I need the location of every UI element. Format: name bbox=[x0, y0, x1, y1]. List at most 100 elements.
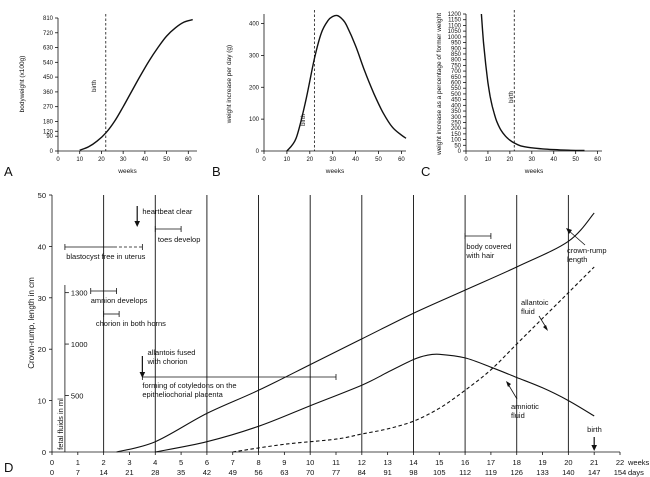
x-tick-label: 30 bbox=[528, 157, 535, 163]
y-tick-label: 10 bbox=[38, 397, 46, 406]
y-tick-label: 450 bbox=[451, 98, 462, 104]
y-axis-label: bodyweight (x100g) bbox=[19, 56, 26, 113]
annotation-chorion: chorion in both horns bbox=[96, 319, 166, 328]
fluid-tick-label: 500 bbox=[71, 391, 84, 400]
annotation-toes: toes develop bbox=[158, 235, 201, 244]
x-tick-label: 50 bbox=[572, 157, 579, 163]
day-label: 119 bbox=[485, 468, 497, 477]
y-tick-label: 0 bbox=[50, 149, 54, 155]
series-line bbox=[79, 18, 193, 151]
week-label: 2 bbox=[102, 458, 106, 467]
y-tick-label: 250 bbox=[451, 120, 462, 126]
series-allantoic-fluid bbox=[232, 266, 595, 453]
x-tick-label: 50 bbox=[375, 157, 382, 163]
y-tick-label: 300 bbox=[451, 115, 462, 121]
y-tick-label: 0 bbox=[256, 149, 260, 155]
week-label: 14 bbox=[409, 458, 417, 467]
heartbeat-arrow-head bbox=[134, 221, 140, 227]
day-label: 140 bbox=[562, 468, 575, 477]
y-axis-label: weight increase as a percentage of forme… bbox=[436, 13, 443, 156]
annotation-birth: birth bbox=[587, 425, 602, 434]
weeks-unit: weeks bbox=[627, 458, 650, 467]
y-tick-label: 180 bbox=[43, 119, 54, 125]
x-tick-label: 0 bbox=[464, 157, 468, 163]
day-label: 28 bbox=[151, 468, 159, 477]
y-tick-label: 90 bbox=[46, 134, 53, 140]
week-label: 9 bbox=[282, 458, 286, 467]
week-label: 3 bbox=[127, 458, 131, 467]
y-tick-label: 20 bbox=[38, 345, 46, 354]
day-label: 49 bbox=[229, 468, 237, 477]
fluid-tick-label: 1000 bbox=[71, 340, 88, 349]
x-tick-label: 30 bbox=[329, 157, 336, 163]
week-label: 0 bbox=[50, 458, 54, 467]
day-label: 0 bbox=[50, 468, 54, 477]
label-amniotic-2: fluid bbox=[511, 411, 525, 420]
day-label: 126 bbox=[510, 468, 523, 477]
x-tick-label: 20 bbox=[507, 157, 514, 163]
week-label: 21 bbox=[590, 458, 598, 467]
panel-letter: D bbox=[4, 460, 13, 475]
x-tick-label: 40 bbox=[550, 157, 557, 163]
week-label: 1 bbox=[76, 458, 80, 467]
x-tick-label: 20 bbox=[98, 157, 105, 163]
x-tick-label: 10 bbox=[76, 157, 83, 163]
pointer-crown-rump-head bbox=[566, 228, 572, 234]
day-label: 70 bbox=[306, 468, 314, 477]
days-unit: days bbox=[628, 468, 644, 477]
week-label: 11 bbox=[332, 458, 340, 467]
y-tick-label: 900 bbox=[451, 46, 462, 52]
day-label: 7 bbox=[76, 468, 80, 477]
label-crown-rump-2: length bbox=[567, 255, 587, 264]
y-tick-label: 850 bbox=[451, 52, 462, 58]
y-tick-label: 950 bbox=[451, 41, 462, 47]
birth-label: birth bbox=[301, 114, 307, 126]
y-tick-label: 50 bbox=[454, 143, 461, 149]
panel-c: 0501001502002503003504004505005506006507… bbox=[421, 10, 602, 179]
panel-letter: B bbox=[212, 164, 221, 179]
y-tick-label: 1150 bbox=[448, 18, 462, 24]
y-tick-label: 120 bbox=[43, 129, 54, 135]
week-label: 17 bbox=[487, 458, 495, 467]
y-tick-label: 400 bbox=[451, 103, 462, 109]
annotation-cotyledons: forming of cotyledons on the bbox=[142, 381, 236, 390]
y-tick-label: 400 bbox=[249, 22, 260, 28]
annotation-amnion: amnion develops bbox=[91, 296, 148, 305]
y-tick-label: 1000 bbox=[448, 35, 462, 41]
x-axis-label: weeks bbox=[325, 168, 345, 175]
y-tick-label: 1200 bbox=[448, 12, 462, 18]
week-label: 15 bbox=[435, 458, 443, 467]
day-label: 91 bbox=[383, 468, 391, 477]
y-tick-label: 270 bbox=[43, 105, 54, 111]
y-tick-label: 0 bbox=[42, 448, 46, 457]
y-tick-label: 450 bbox=[43, 75, 54, 81]
annotation-heartbeat: heartbeat clear bbox=[142, 207, 193, 216]
series-amniotic-fluid bbox=[155, 353, 595, 453]
x-tick-label: 30 bbox=[120, 157, 127, 163]
x-tick-label: 60 bbox=[594, 157, 601, 163]
y-tick-label: 100 bbox=[451, 138, 462, 144]
y-tick-label: 50 bbox=[38, 191, 46, 200]
x-tick-label: 40 bbox=[142, 157, 149, 163]
day-label: 105 bbox=[433, 468, 446, 477]
y-tick-label: 30 bbox=[38, 294, 46, 303]
day-label: 42 bbox=[203, 468, 211, 477]
series-crown-rump-length bbox=[116, 212, 595, 453]
week-label: 12 bbox=[358, 458, 366, 467]
y-axis-label: weight increase per day (g) bbox=[226, 45, 233, 124]
label-crown-rump: crown-rump bbox=[567, 246, 607, 255]
day-label: 112 bbox=[459, 468, 471, 477]
y-tick-label: 540 bbox=[43, 60, 54, 66]
week-label: 6 bbox=[205, 458, 209, 467]
week-label: 16 bbox=[461, 458, 469, 467]
x-tick-label: 10 bbox=[284, 157, 291, 163]
y-tick-label: 650 bbox=[451, 75, 462, 81]
week-label: 13 bbox=[383, 458, 391, 467]
annotation-cotyledons-2: epitheliochorial placenta bbox=[142, 390, 223, 399]
y-tick-label: 350 bbox=[451, 109, 462, 115]
y-tick-label: 630 bbox=[43, 46, 54, 52]
y-tick-label: 360 bbox=[43, 90, 54, 96]
y-tick-label: 720 bbox=[43, 31, 54, 37]
y-tick-label: 810 bbox=[43, 16, 54, 22]
day-label: 35 bbox=[177, 468, 185, 477]
